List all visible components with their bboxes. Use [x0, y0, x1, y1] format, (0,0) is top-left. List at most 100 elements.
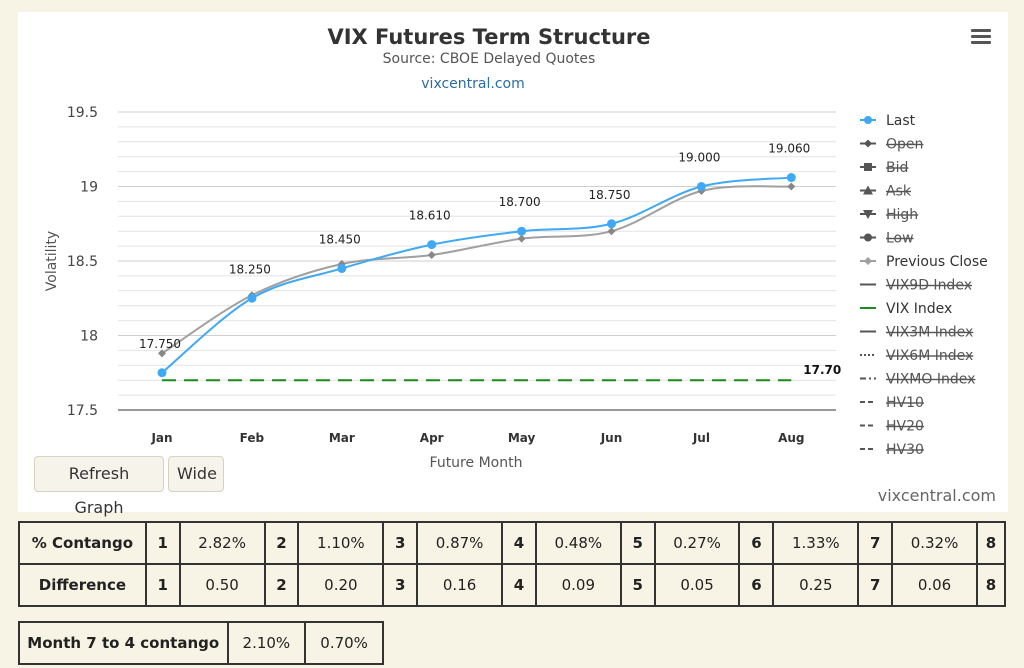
y-tick-label: 19.5: [67, 105, 98, 121]
legend-item[interactable]: HV10: [886, 395, 924, 411]
legend-item[interactable]: VIX3M Index: [886, 325, 973, 341]
previous-close-point: [158, 349, 166, 358]
month-index-cell: 8: [975, 563, 1007, 607]
x-tick-label: Aug: [778, 431, 804, 445]
month-contango-value: 2.10%: [226, 621, 307, 665]
last-point: [696, 182, 706, 191]
y-tick-label: 17.5: [67, 403, 98, 419]
value-cell: 0.20: [297, 563, 385, 607]
month-index-cell: 7: [857, 563, 894, 607]
last-point: [607, 219, 616, 229]
data-label: 18.610: [409, 209, 451, 223]
month-index-cell: 5: [619, 563, 656, 607]
month-index-cell: 4: [501, 521, 537, 565]
vix-index-value-label: 17.70: [803, 363, 841, 377]
chart-container: VIX Futures Term Structure Source: CBOE D…: [18, 12, 1008, 517]
legend-item[interactable]: VIX9D Index: [886, 278, 972, 294]
previous-close-point: [427, 251, 436, 260]
month-contango-value: 0.70%: [304, 621, 384, 665]
chart-subtitle: Source: CBOE Delayed Quotes: [383, 51, 596, 67]
legend-item[interactable]: High: [886, 207, 918, 223]
chart-title: VIX Futures Term Structure: [327, 25, 650, 49]
chart-svg: VIX Futures Term Structure Source: CBOE D…: [44, 25, 988, 471]
legend-marker: [864, 163, 872, 171]
last-point: [247, 293, 257, 303]
row-label: % Contango: [18, 521, 147, 565]
x-tick-label: May: [508, 431, 536, 445]
legend-item[interactable]: Previous Close: [886, 254, 988, 270]
value-cell: 0.05: [653, 563, 741, 607]
legend-marker: [864, 116, 872, 124]
data-label: 17.750: [139, 337, 181, 351]
month-index-cell: 1: [144, 521, 181, 565]
legend-marker: [864, 257, 872, 265]
legend-item[interactable]: Ask: [886, 184, 912, 200]
value-cell: 2.82%: [178, 521, 266, 565]
month-index-cell: 3: [382, 563, 419, 607]
refresh-graph-button[interactable]: Refresh Graph: [34, 456, 164, 517]
month-index-cell: 2: [263, 563, 300, 607]
value-cell: 0.27%: [653, 521, 741, 565]
month-index-cell: 2: [263, 521, 300, 565]
value-cell: 0.25: [772, 563, 860, 607]
y-tick-label: 18: [80, 329, 98, 345]
month-contango-label: Month 7 to 4 contango: [18, 621, 229, 665]
x-tick-label: Apr: [420, 431, 444, 445]
legend-item[interactable]: VIXMO Index: [886, 372, 975, 388]
watermark: vixcentral.com: [877, 486, 996, 505]
last-point: [427, 240, 437, 250]
x-tick-label: Jul: [692, 431, 710, 445]
row-label: Difference: [18, 563, 147, 607]
y-tick-label: 18.5: [67, 254, 98, 270]
month-index-cell: 1: [144, 563, 181, 607]
data-label: 18.450: [319, 232, 361, 246]
table-row: % Contango 1 2.82% 2 1.10% 3 0.87% 4 0.48% 5 0.27%…: [18, 521, 1007, 565]
wide-button[interactable]: Wide: [168, 456, 224, 492]
value-cell: 1.33%: [772, 521, 860, 565]
x-tick-label: Jan: [150, 431, 172, 445]
data-label: 18.750: [589, 188, 631, 202]
legend-item[interactable]: Last: [886, 113, 916, 129]
data-label: 18.250: [229, 262, 271, 276]
legend-marker: [864, 139, 872, 148]
legend-item[interactable]: Bid: [886, 160, 908, 176]
table-row: Difference 1 0.50 2 0.20 3 0.16 4 0.09 5 0.05 6 0.25…: [18, 563, 1007, 607]
legend-marker: [864, 233, 872, 242]
legend-item[interactable]: VIX Index: [886, 301, 952, 317]
value-cell: 0.16: [416, 563, 504, 607]
value-cell: 0.87%: [416, 521, 504, 565]
legend-item[interactable]: Open: [886, 137, 923, 153]
legend-item[interactable]: VIX6M Index: [886, 348, 973, 364]
month-index-cell: 6: [738, 521, 775, 565]
value-cell: 0.09: [534, 563, 622, 607]
legend-item[interactable]: HV20: [886, 419, 924, 435]
legend-item[interactable]: HV30: [886, 442, 924, 458]
last-point: [337, 263, 347, 273]
last-point: [517, 226, 527, 236]
month-index-cell: 4: [501, 563, 537, 607]
previous-close-point: [787, 182, 796, 191]
data-label: 18.700: [499, 195, 541, 209]
month-index-cell: 6: [738, 563, 775, 607]
table-row: Month 7 to 4 contango 2.10% 0.70%: [18, 621, 384, 665]
value-cell: 0.48%: [534, 521, 622, 565]
contango-table: % Contango 1 2.82% 2 1.10% 3 0.87% 4 0.48% 5 0.27%…: [18, 521, 1007, 607]
month-index-cell: 7: [857, 521, 894, 565]
legend-item[interactable]: Low: [886, 231, 914, 247]
value-cell: 0.50: [178, 563, 266, 607]
y-tick-label: 19: [80, 180, 98, 196]
value-cell: 0.06: [891, 563, 978, 607]
legend-marker: [863, 210, 873, 219]
chart-menu-icon[interactable]: [968, 26, 994, 50]
value-cell: 0.32%: [891, 521, 978, 565]
month-index-cell: 5: [619, 521, 656, 565]
month-contango-table: Month 7 to 4 contango 2.10% 0.70%: [18, 621, 384, 665]
legend-marker: [863, 185, 873, 195]
data-label: 19.060: [768, 142, 810, 156]
value-cell: 1.10%: [297, 521, 385, 565]
x-tick-label: Mar: [329, 431, 355, 445]
month-index-cell: 8: [975, 521, 1007, 565]
y-axis-title: Volatility: [44, 231, 60, 291]
x-tick-label: Feb: [240, 431, 265, 445]
previous-close-point: [607, 227, 616, 236]
